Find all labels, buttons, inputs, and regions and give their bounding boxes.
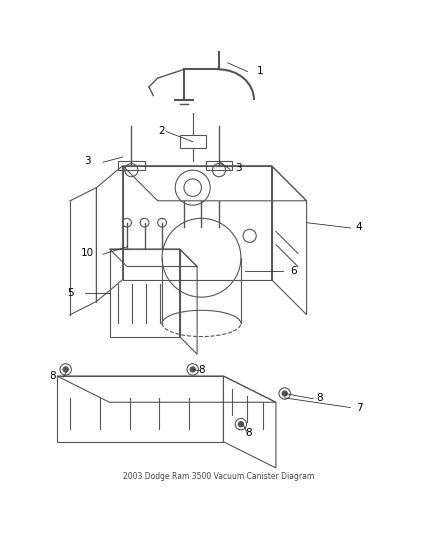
Bar	[206, 161, 232, 170]
Text: 3: 3	[84, 156, 91, 166]
Bar	[57, 376, 223, 442]
Text: 2: 2	[159, 126, 166, 136]
Text: 1: 1	[257, 66, 264, 76]
Text: 3: 3	[235, 164, 242, 173]
Text: 7: 7	[356, 402, 363, 413]
Circle shape	[238, 422, 244, 427]
Bar	[110, 249, 180, 336]
Bar	[118, 161, 145, 170]
Text: 2003 Dodge Ram 3500 Vacuum Canister Diagram: 2003 Dodge Ram 3500 Vacuum Canister Diag…	[124, 472, 314, 481]
Text: 5: 5	[67, 288, 74, 298]
Text: 4: 4	[356, 222, 363, 232]
Circle shape	[190, 367, 195, 372]
Text: 8: 8	[198, 365, 205, 375]
Circle shape	[282, 391, 287, 396]
Text: 8: 8	[316, 393, 323, 403]
Text: 8: 8	[49, 371, 56, 381]
Bar	[180, 135, 206, 148]
Text: 6: 6	[290, 266, 297, 276]
Text: 10: 10	[81, 248, 94, 259]
Circle shape	[63, 367, 68, 372]
Text: 8: 8	[245, 428, 252, 438]
